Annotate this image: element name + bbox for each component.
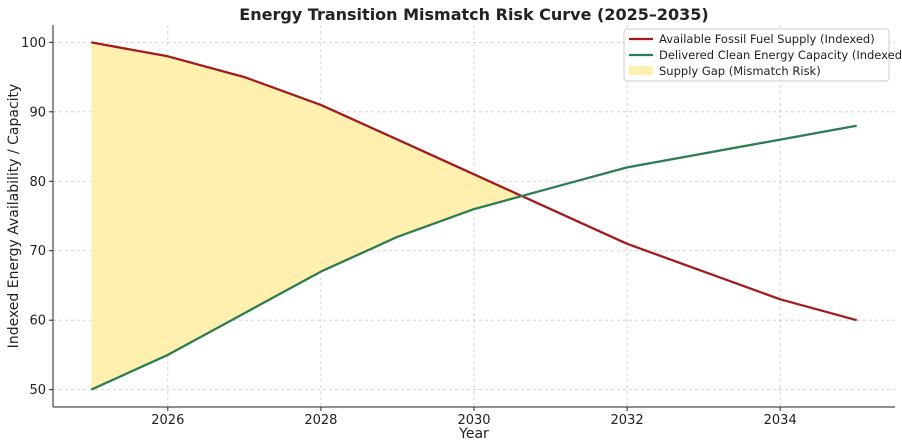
legend-label-fossil: Available Fossil Fuel Supply (Indexed) [659, 32, 875, 46]
legend-label-gap: Supply Gap (Mismatch Risk) [659, 64, 821, 78]
supply-gap-fill [91, 42, 522, 390]
y-tick-label-60: 60 [29, 314, 46, 329]
series-lines [90, 41, 858, 391]
y-axis-title: Indexed Energy Availability / Capacity [6, 84, 22, 349]
y-tick-label-100: 100 [21, 36, 46, 51]
supply-gap-area [91, 42, 522, 390]
fossil-supply-line [91, 41, 858, 322]
y-ticks: 50 60 70 80 90 100 [21, 36, 53, 398]
legend-swatch-gap [629, 66, 653, 75]
legend-frame [623, 28, 890, 82]
chart-title: Energy Transition Mismatch Risk Curve (2… [239, 5, 708, 24]
y-tick-label-90: 90 [29, 105, 46, 120]
legend-label-clean: Delivered Clean Energy Capacity (Indexed… [659, 48, 902, 62]
clean-capacity-line [90, 124, 857, 391]
x-tick-label-2026: 2026 [151, 413, 184, 428]
x-axis-title: Year [458, 426, 489, 442]
x-tick-label-2030: 2030 [457, 413, 490, 428]
x-ticks: 2026 2028 2030 2032 2034 [151, 407, 797, 428]
legend: Available Fossil Fuel Supply (Indexed) D… [623, 28, 902, 82]
y-tick-label-70: 70 [29, 244, 46, 259]
x-tick-label-2034: 2034 [764, 413, 797, 428]
y-tick-label-80: 80 [29, 175, 46, 190]
x-tick-label-2032: 2032 [611, 413, 644, 428]
x-tick-label-2028: 2028 [304, 413, 337, 428]
y-tick-label-50: 50 [29, 383, 46, 398]
